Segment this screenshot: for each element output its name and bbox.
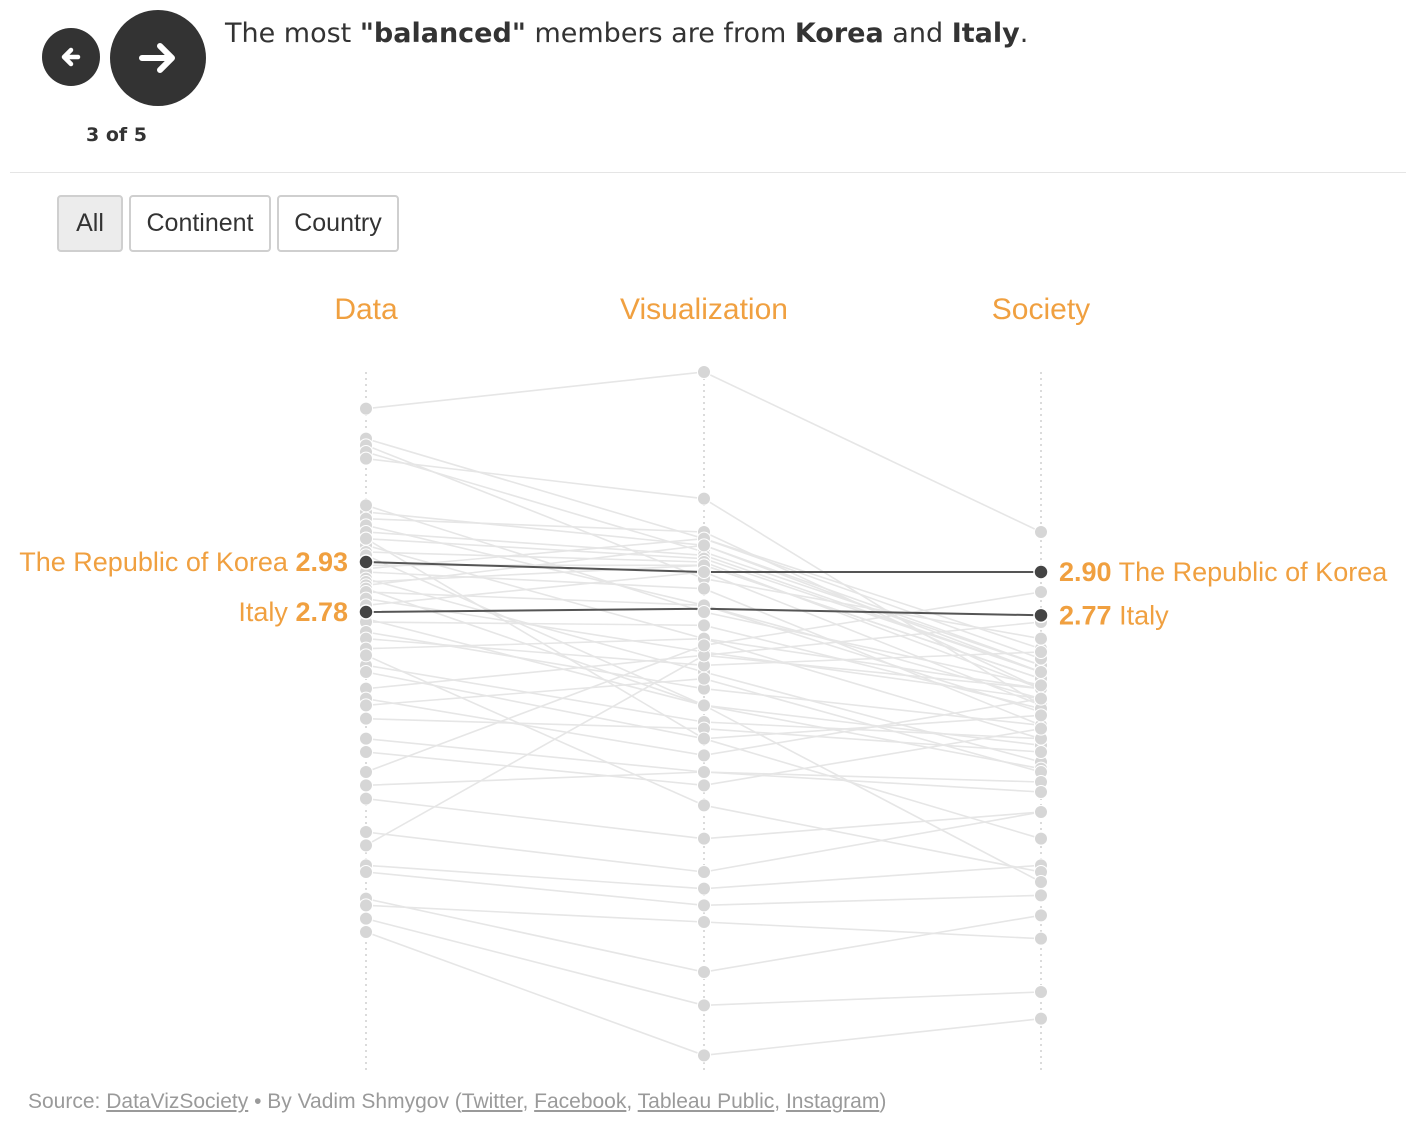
data-point-background [697,638,711,653]
data-point-background [697,581,711,596]
data-point-background [697,865,711,879]
author-link-twitter[interactable]: Twitter [461,1090,523,1113]
data-point-background [359,911,373,926]
data-point-background [1034,875,1048,889]
data-point-background [1034,645,1048,659]
data-point-italy [358,604,374,620]
source-link-datavizsociety[interactable]: DataVizSociety [106,1090,249,1113]
data-point-background [1034,721,1048,736]
data-point-background [697,748,711,763]
data-point-background [1034,805,1048,819]
data-point-the-republic-of-korea [358,554,374,570]
author-link-instagram[interactable]: Instagram [785,1090,880,1113]
data-point-background [697,831,711,846]
data-point-background [697,565,711,579]
data-point-background [1034,665,1048,679]
data-point-background [359,531,373,546]
data-point-background [697,671,711,686]
data-point-background [359,898,373,913]
data-point-the-republic-of-korea [1033,564,1049,580]
next-step-button[interactable] [110,10,206,106]
data-point-background [359,698,373,713]
caption-emphasis-korea: Korea [794,18,884,49]
data-point-background [697,998,711,1013]
data-point-background [359,401,373,416]
data-point-background [1034,585,1048,599]
data-label-end-italy: 2.77 Italy [1059,600,1169,630]
data-point-background [697,365,711,379]
author-link-tableau-public[interactable]: Tableau Public [637,1090,775,1113]
data-point-background [359,451,373,466]
data-label-start-italy: Italy 2.78 [238,597,348,627]
filter-country-button[interactable]: Country [277,195,399,252]
data-point-background [697,965,711,979]
data-point-background [1034,931,1048,946]
caption-emphasis-balanced: "balanced" [359,18,526,49]
data-point-background [359,731,373,746]
data-point-background [359,745,373,759]
data-label-end-the-republic-of-korea: 2.90 The Republic of Korea [1059,557,1388,587]
data-point-background [1034,785,1048,799]
step-counter: 3 of 5 [86,124,147,146]
data-point-background [697,881,711,896]
arrow-right-icon [139,43,175,73]
data-point-background [697,491,711,506]
data-point-background [1034,631,1048,646]
axis-title-visualization: Visualization [620,293,788,326]
data-point-background [359,791,373,806]
filter-all-button[interactable]: All [57,195,123,252]
step-caption: The most "balanced" members are from Kor… [225,18,1029,49]
data-point-background [359,648,373,663]
data-label-start-the-republic-of-korea: The Republic of Korea 2.93 [19,547,348,577]
data-point-background [359,665,373,679]
filter-continent-button[interactable]: Continent [129,195,271,252]
data-point-background [359,825,373,839]
data-point-background [359,711,373,726]
data-point-background [1034,888,1048,903]
data-point-background [359,498,373,513]
caption-emphasis-italy: Italy [951,18,1020,49]
data-point-background [697,698,711,713]
previous-step-button[interactable] [42,28,100,86]
data-point-background [359,865,373,879]
data-point-background [1034,691,1048,706]
axis-title-society: Society [992,293,1090,326]
data-point-background [1034,708,1048,723]
data-point-background [697,765,711,779]
data-point-background [1034,745,1048,759]
data-point-background [697,778,711,793]
data-point-background [1034,1011,1048,1026]
data-point-background [1034,908,1048,923]
source-credits: Source: DataVizSociety • By Vadim Shmygo… [28,1090,887,1113]
axis-title-data: Data [334,293,398,326]
data-point-background [359,778,373,793]
data-point-italy [1033,607,1049,624]
data-point-background [697,731,711,746]
arrow-left-icon [61,47,81,67]
divider [10,172,1406,173]
data-point-background [1034,831,1048,846]
data-point-background [697,618,711,633]
author-link-facebook[interactable]: Facebook [534,1090,627,1113]
data-point-background [1034,985,1048,999]
data-point-background [1034,525,1048,539]
data-point-background [697,1048,711,1063]
data-point-background [697,915,711,929]
data-point-background [359,925,373,939]
data-point-background [1034,678,1048,693]
data-point-background [697,898,711,913]
data-point-background [697,605,711,619]
series-line-background [365,931,1042,1057]
data-point-background [359,765,373,779]
data-point-background [359,838,373,853]
data-point-background [697,538,711,553]
data-point-background [697,798,711,813]
